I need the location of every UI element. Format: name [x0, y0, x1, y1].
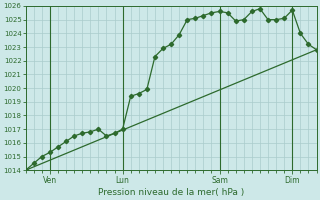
X-axis label: Pression niveau de la mer( hPa ): Pression niveau de la mer( hPa ) [98, 188, 244, 197]
